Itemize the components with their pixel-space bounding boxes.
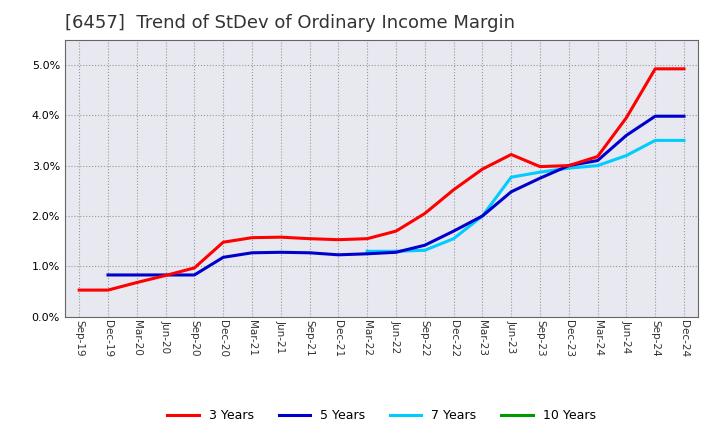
Legend: 3 Years, 5 Years, 7 Years, 10 Years: 3 Years, 5 Years, 7 Years, 10 Years xyxy=(163,404,600,427)
Text: [6457]  Trend of StDev of Ordinary Income Margin: [6457] Trend of StDev of Ordinary Income… xyxy=(65,15,515,33)
